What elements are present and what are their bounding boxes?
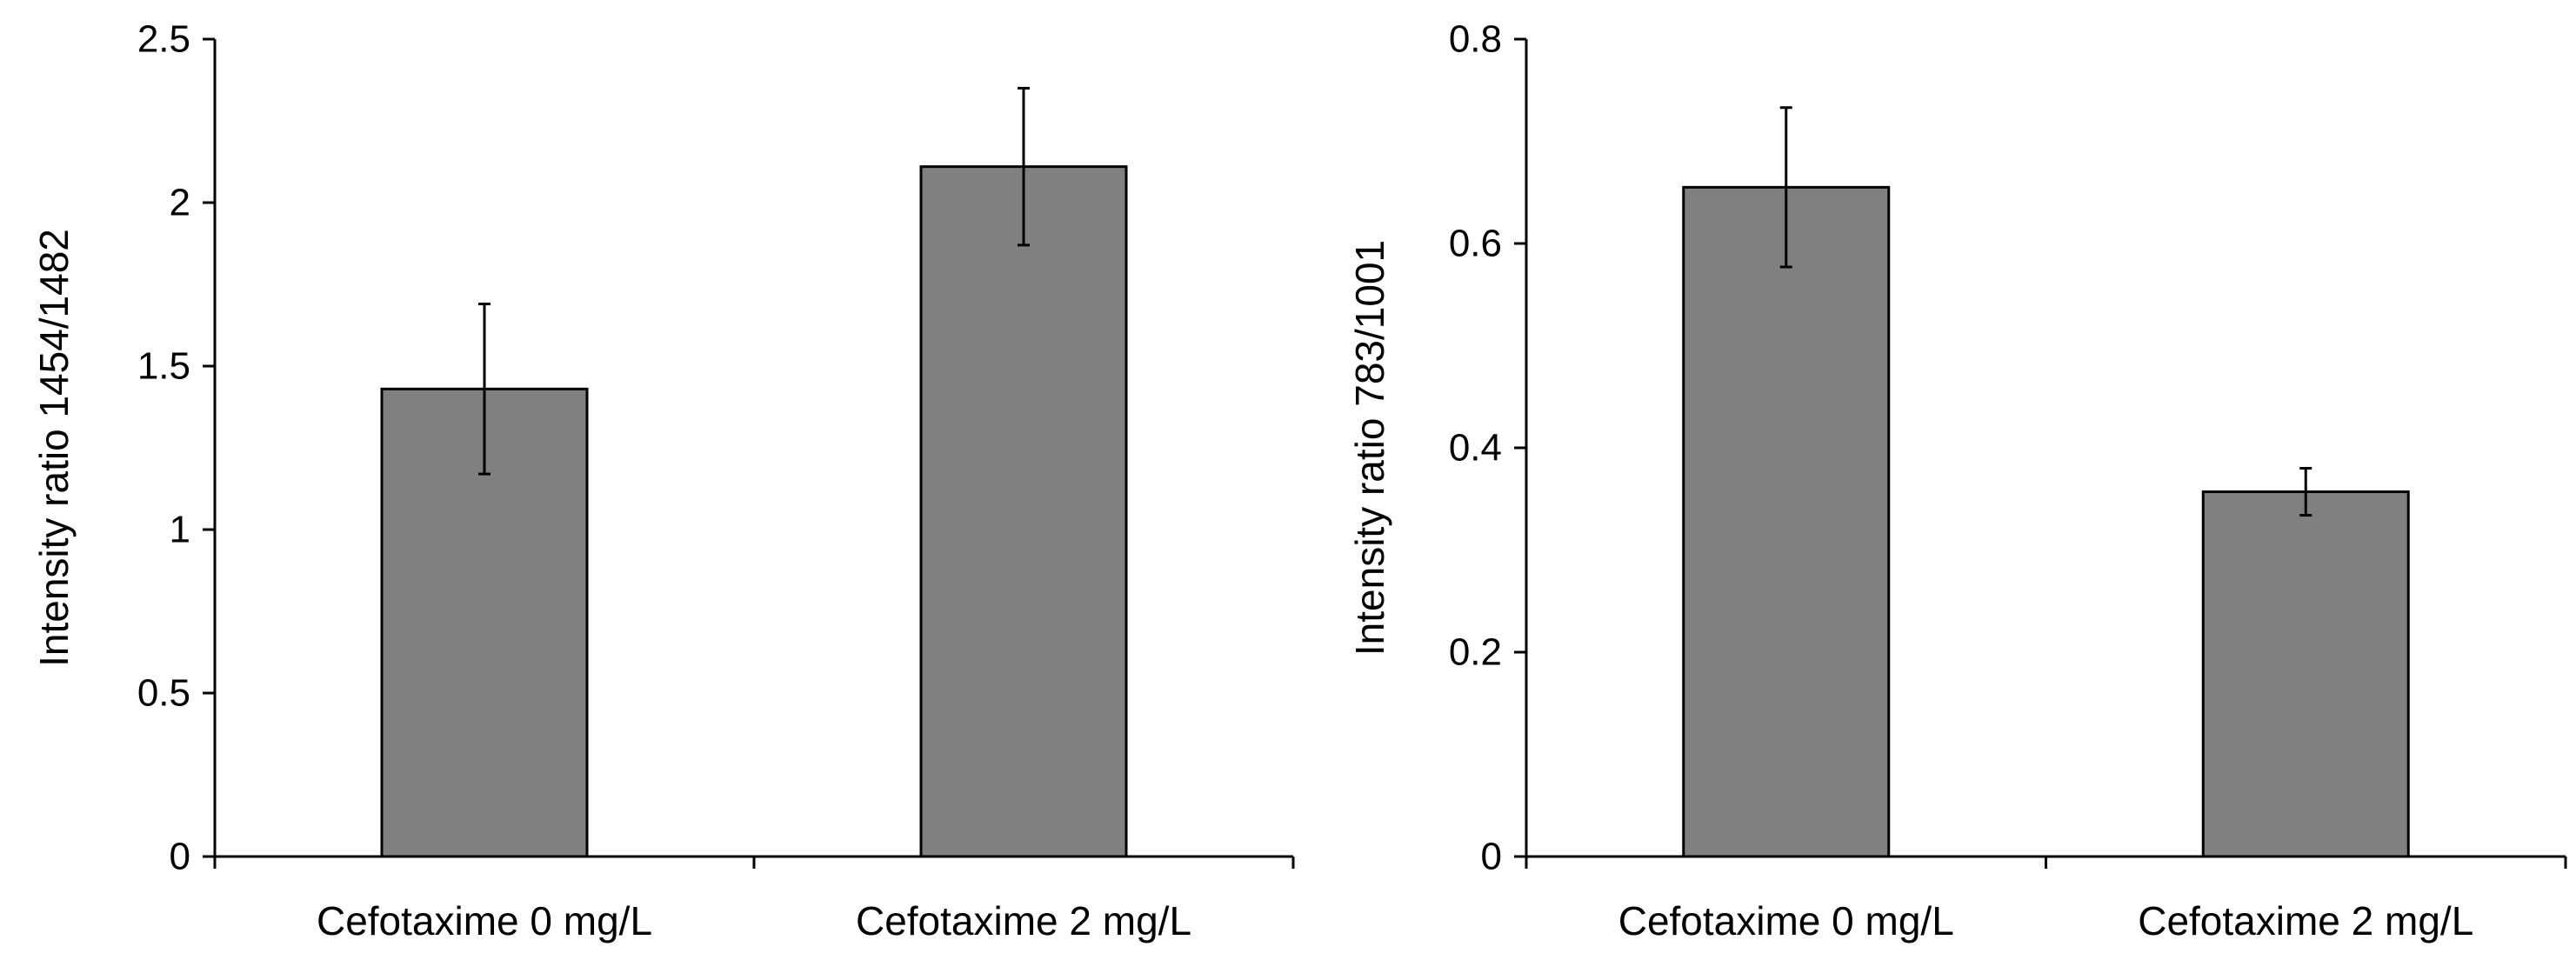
x-tick-label: Cefotaxime 0 mg/L [1618, 898, 1954, 943]
y-tick-label: 2.5 [137, 18, 190, 61]
y-tick-label: 0.5 [137, 672, 190, 715]
x-tick-label: Cefotaxime 2 mg/L [856, 898, 1191, 943]
x-tick-label: Cefotaxime 2 mg/L [2138, 898, 2473, 943]
chart-2: 0 0.2 0.4 0.6 0.8 Cefotaxime 0 mg/L Cefotaxime… [1347, 18, 2567, 943]
y-tick-label: 0.6 [1449, 223, 1502, 265]
y-tick-label: 1 [170, 509, 190, 551]
y-tick-label: 0.8 [1449, 18, 1502, 61]
error-bar-2 [1018, 86, 1030, 247]
y-axis-title: Intensity ratio 783/1001 [1347, 240, 1392, 656]
x-tick-label: Cefotaxime 0 mg/L [317, 898, 652, 943]
y-tick-label: 0 [170, 836, 190, 878]
y-axis-title: Intensity ratio 1454/1482 [31, 229, 77, 667]
y-tick-label: 2 [170, 182, 190, 224]
error-bar-1 [478, 303, 491, 476]
y-tick-label: 0 [1481, 836, 1502, 878]
chart-1: 0 0.5 1 1.5 2 2.5 Cefotaxime 0 mg/L Cefotaxime … [31, 18, 1295, 943]
y-tick-label: 1.5 [137, 345, 190, 388]
error-bar-2 [2299, 467, 2312, 517]
y-tick-label: 0.4 [1449, 427, 1502, 470]
y-tick-label: 0.2 [1449, 631, 1502, 674]
bar-2 [919, 165, 1128, 858]
bar-1 [1682, 185, 1891, 858]
error-bar-1 [1779, 106, 1792, 269]
bar-2 [2201, 490, 2410, 858]
